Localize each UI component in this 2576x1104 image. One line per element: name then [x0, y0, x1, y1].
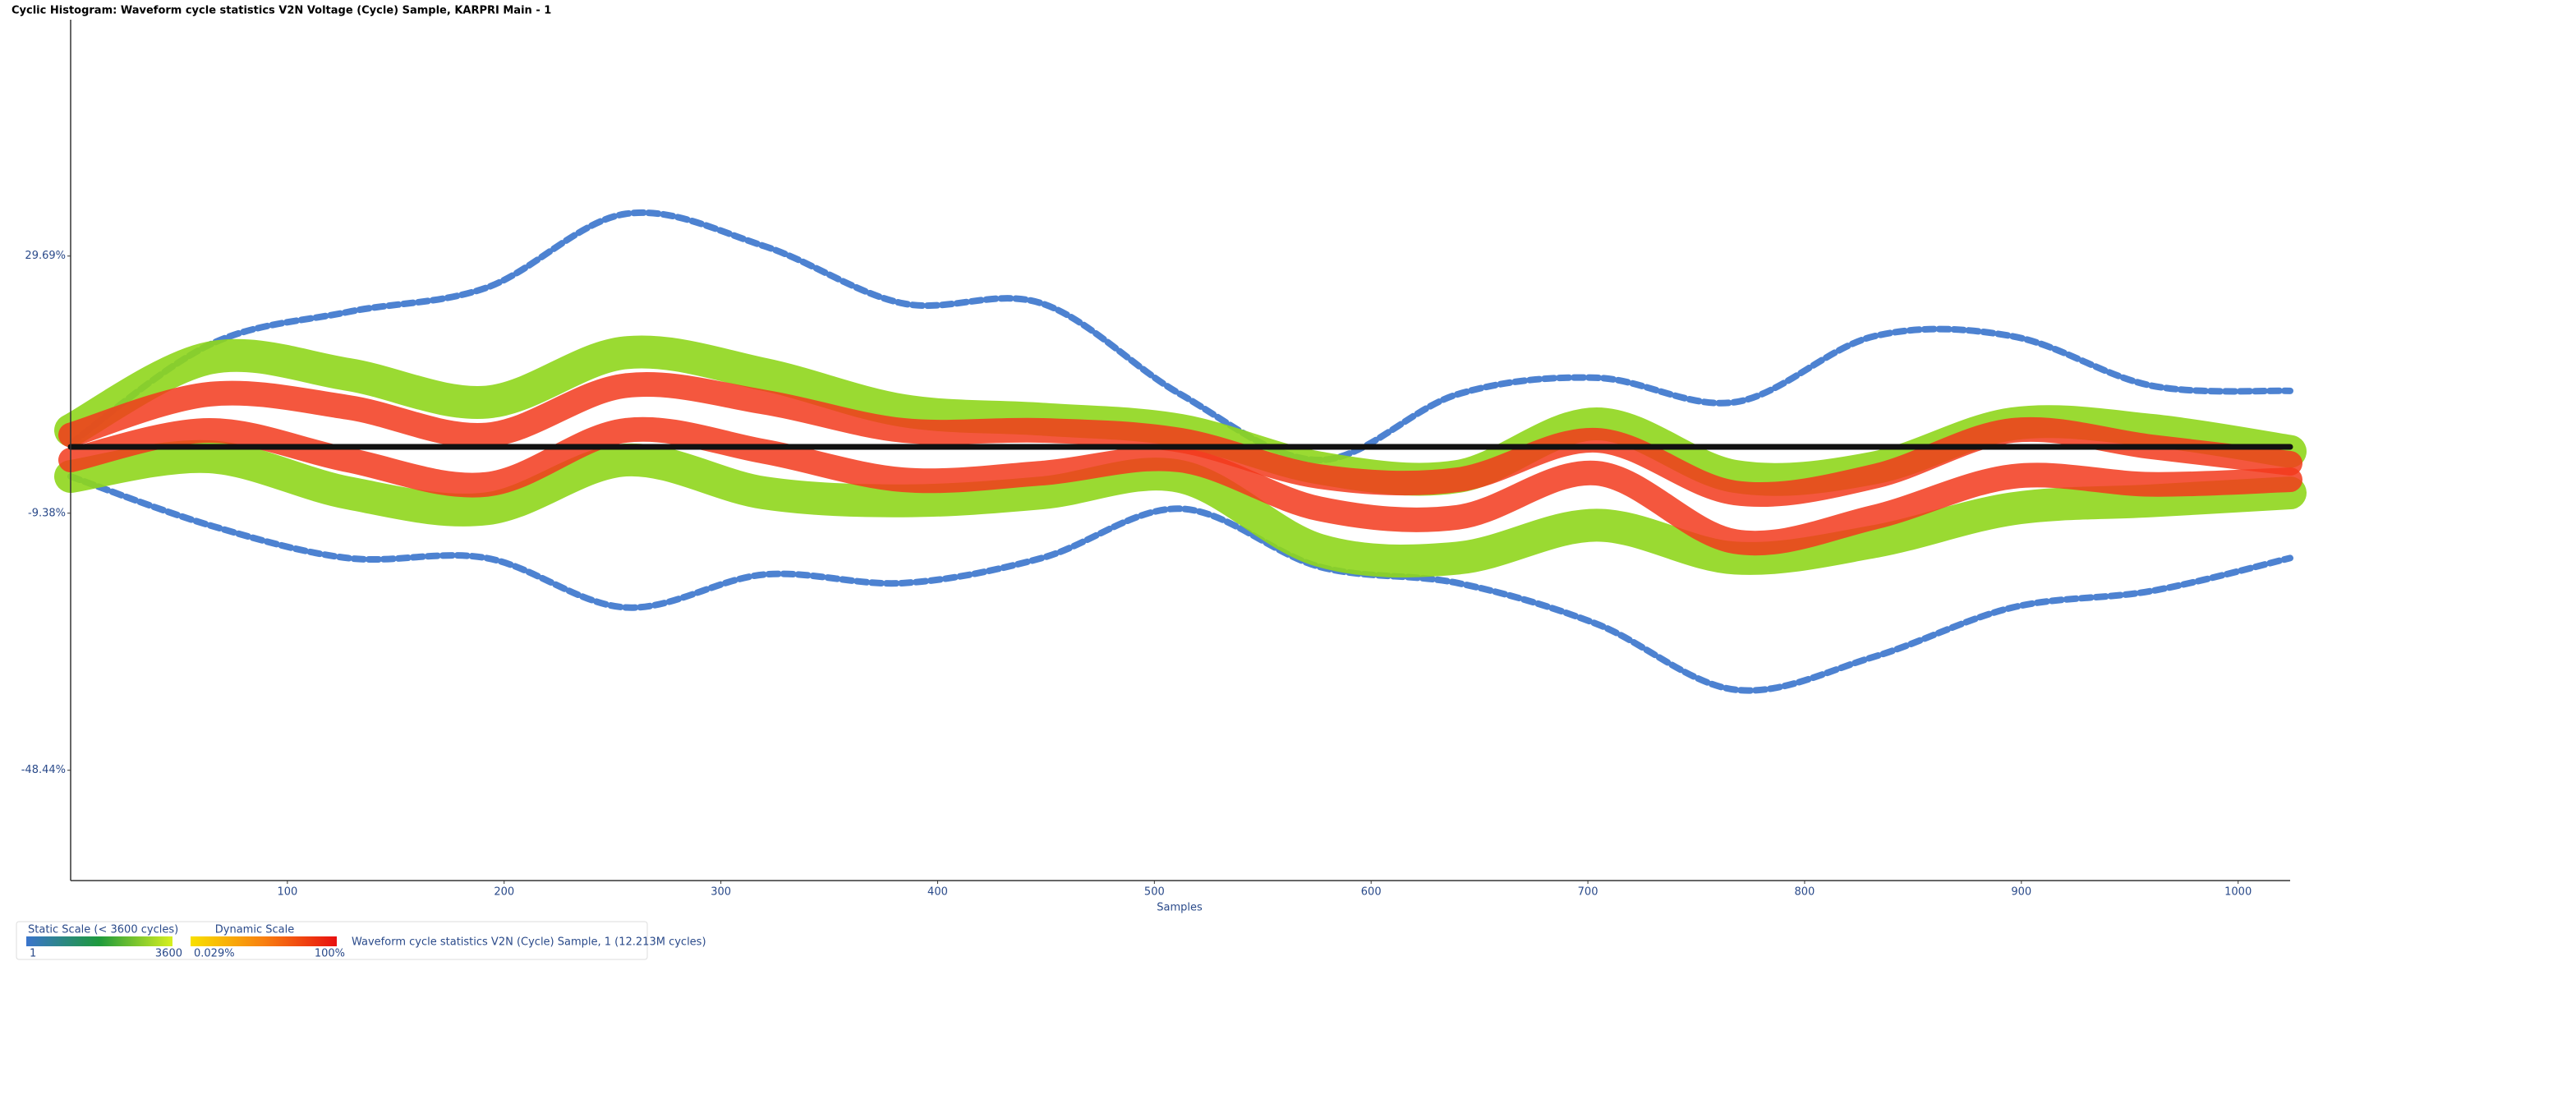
legend-dynamic-max: 100% — [315, 948, 345, 960]
x-tick-label: 1000 — [2224, 886, 2252, 899]
plot-area — [54, 209, 2307, 694]
x-tick-label: 500 — [1144, 886, 1165, 899]
legend-static-max: 3600 — [155, 948, 182, 960]
x-tick-label: 100 — [277, 886, 297, 899]
static-gradient — [26, 936, 172, 946]
legend-static-min: 1 — [30, 948, 36, 960]
dynamic-gradient — [191, 936, 337, 946]
density-band — [67, 209, 2293, 464]
legend: Static Scale (< 3600 cycles) 1 3600 Dyna… — [16, 921, 706, 960]
x-tick-label: 600 — [1361, 886, 1382, 899]
x-tick-label: 900 — [2011, 886, 2031, 899]
legend-dynamic-min: 0.029% — [194, 948, 235, 960]
x-axis-label: Samples — [1157, 902, 1203, 914]
density-band — [54, 439, 2307, 577]
legend-series-label: Waveform cycle statistics V2N (Cycle) Sa… — [352, 936, 706, 949]
y-tick-label: -48.44% — [21, 764, 66, 776]
x-tick-label: 400 — [927, 886, 948, 899]
x-tick-label: 800 — [1795, 886, 1815, 899]
x-tick-label: 700 — [1578, 886, 1598, 899]
density-band — [58, 416, 2302, 556]
x-tick-label: 200 — [494, 886, 514, 899]
y-tick-label: -9.38% — [28, 507, 66, 519]
x-tick-label: 300 — [711, 886, 731, 899]
chart-title: Cyclic Histogram: Waveform cycle statist… — [12, 5, 551, 17]
legend-static-label: Static Scale (< 3600 cycles) — [28, 924, 178, 936]
legend-dynamic-label: Dynamic Scale — [215, 924, 294, 936]
y-tick-label: 29.69% — [25, 250, 66, 262]
density-band — [58, 372, 2302, 508]
density-band — [67, 473, 2293, 694]
